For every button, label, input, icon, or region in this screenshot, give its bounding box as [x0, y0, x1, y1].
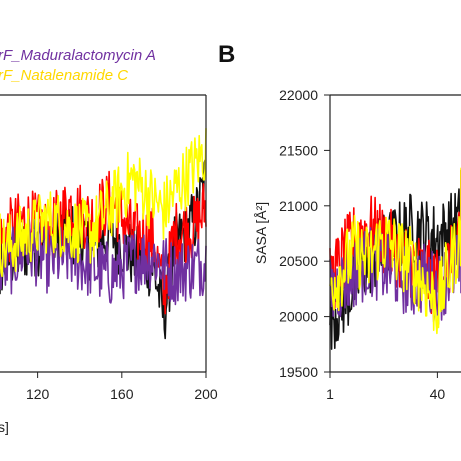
panel-b-y-tick-label: 20500 — [279, 253, 318, 269]
panel-a: 120 160 200 s] rF_Maduralactomycin A rF_Na… — [0, 47, 218, 435]
panel-b-x-tick-label: 40 — [430, 386, 446, 402]
panel-b-series-line-3 — [329, 206, 461, 325]
panel-b-y-tick-label: 19500 — [279, 364, 318, 380]
panel-b-y-axis-label: SASA [Å²] — [253, 202, 269, 264]
panel-a-x-tick-label: 200 — [194, 386, 218, 402]
panel-b-x-tick-label: 1 — [326, 386, 334, 402]
legend-entry-maduralactomycin-a: rF_Maduralactomycin A — [0, 47, 156, 64]
panel-b-y-tick-label: 21500 — [279, 142, 318, 158]
panel-a-series-line-3 — [0, 218, 207, 306]
panel-b-x-ticks: 1 40 — [326, 372, 445, 402]
panel-b-series — [329, 167, 461, 350]
panel-label-b: B — [218, 41, 235, 68]
panel-a-x-axis-label: s] — [0, 419, 9, 435]
legend-entry-natalenamide-c: rF_Natalenamide C — [0, 67, 128, 84]
panel-a-x-ticks: 120 160 200 — [26, 372, 218, 402]
panel-a-series — [0, 128, 207, 340]
panel-b-y-tick-label: 20000 — [279, 309, 318, 325]
panel-b-y-tick-label: 22000 — [279, 87, 318, 103]
panel-b-y-tick-label: 21000 — [279, 198, 318, 214]
panel-b-y-ticks: 19500 20000 20500 21000 21500 22000 — [279, 87, 330, 380]
panel-a-x-tick-label: 120 — [26, 386, 50, 402]
panel-b-series-line-4 — [329, 167, 461, 335]
panel-b: B 19500 20000 20500 21000 21500 22000 1 40 SAS… — [218, 41, 461, 402]
panel-a-series-line-4 — [0, 128, 207, 278]
panel-a-x-tick-label: 160 — [110, 386, 134, 402]
